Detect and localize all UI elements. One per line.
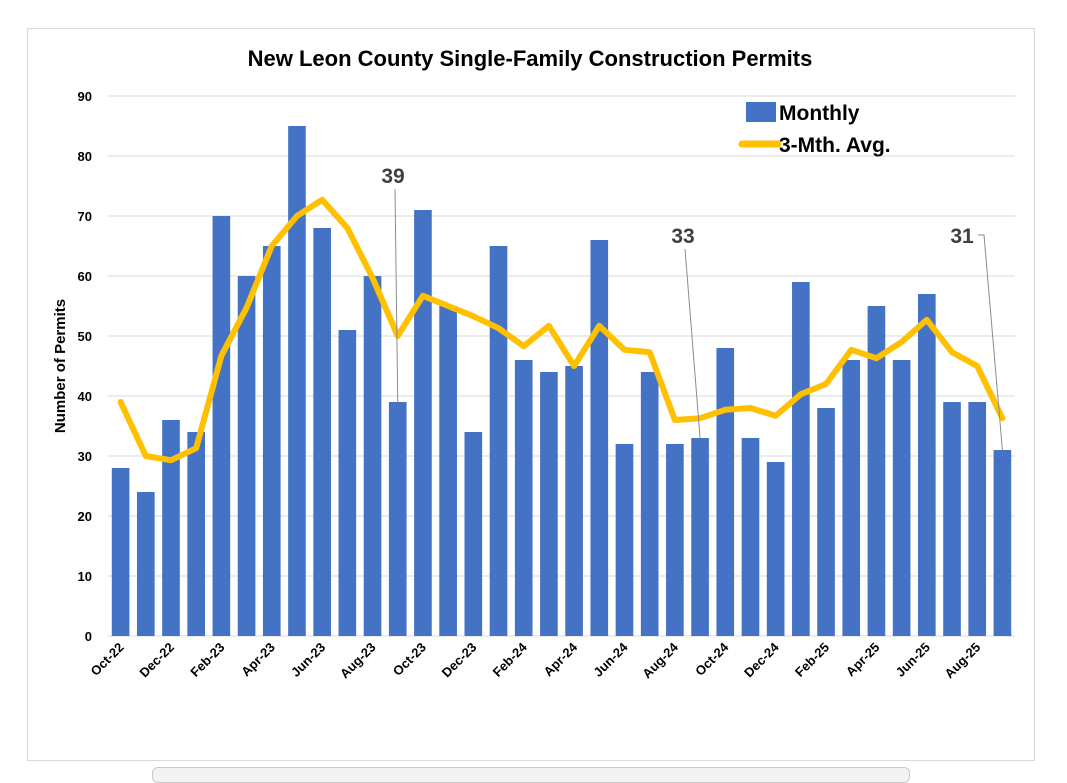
x-tick-label: Oct-23 — [390, 640, 429, 679]
bar-Feb-23 — [213, 216, 231, 636]
bar-Nov-23 — [439, 306, 457, 636]
annotation-leader — [685, 249, 700, 438]
y-tick-label: 0 — [85, 629, 92, 644]
y-tick-label: 10 — [78, 569, 92, 584]
x-tick-label: Dec-24 — [741, 639, 782, 680]
bar-May-24 — [590, 240, 608, 636]
bar-Feb-24 — [515, 360, 533, 636]
bar-Jan-24 — [490, 246, 508, 636]
bar-Sep-23 — [389, 402, 407, 636]
y-tick-label: 80 — [78, 149, 92, 164]
bar-Feb-25 — [817, 408, 835, 636]
bar-Mar-23 — [238, 276, 256, 636]
y-axis-label: Number of Permits — [52, 299, 69, 433]
bar-Sep-24 — [691, 438, 709, 636]
x-tick-label: Dec-23 — [439, 640, 480, 681]
annotation-label: 31 — [950, 225, 974, 248]
x-tick-label: Apr-24 — [540, 639, 580, 679]
y-tick-label: 30 — [78, 449, 92, 464]
bar-Jan-25 — [792, 282, 810, 636]
y-tick-label: 40 — [78, 389, 92, 404]
x-tick-label: Apr-25 — [843, 640, 883, 680]
bar-Jul-25 — [943, 402, 961, 636]
bar-Jun-23 — [313, 228, 331, 636]
y-tick-label: 90 — [78, 89, 92, 104]
annotation-label: 39 — [381, 165, 404, 188]
bar-Mar-25 — [842, 360, 860, 636]
bar-Nov-24 — [742, 438, 760, 636]
bar-Dec-23 — [465, 432, 483, 636]
bar-May-25 — [893, 360, 911, 636]
bar-Nov-22 — [137, 492, 155, 636]
bar-Jul-23 — [339, 330, 357, 636]
chart-title: New Leon County Single-Family Constructi… — [248, 46, 813, 71]
x-tick-label: Feb-24 — [490, 639, 531, 680]
legend: Monthly 3-Mth. Avg. — [742, 102, 891, 157]
legend-swatch-monthly — [746, 102, 776, 122]
annotation-label: 33 — [671, 225, 694, 248]
y-tick-label: 20 — [78, 509, 92, 524]
bar-Apr-23 — [263, 246, 281, 636]
x-tick-label: Feb-23 — [187, 640, 227, 680]
y-tick-label: 70 — [78, 209, 92, 224]
bar-Apr-24 — [565, 366, 583, 636]
x-tick-label: Aug-23 — [337, 640, 379, 682]
bar-Dec-24 — [767, 462, 785, 636]
x-tick-label: Oct-22 — [87, 640, 126, 679]
bar-Oct-22 — [112, 468, 130, 636]
annotation-leader — [395, 189, 398, 402]
horizontal-scrollbar[interactable] — [152, 767, 910, 783]
bar-Dec-22 — [162, 420, 180, 636]
legend-label-avg: 3-Mth. Avg. — [779, 134, 891, 157]
x-tick-label: Dec-22 — [136, 640, 177, 681]
bar-Aug-23 — [364, 276, 382, 636]
x-tick-label: Jun-25 — [893, 640, 933, 680]
bar-Oct-23 — [414, 210, 432, 636]
x-tick-label: Oct-24 — [692, 639, 732, 679]
bar-Jul-24 — [641, 372, 659, 636]
bar-Jun-25 — [918, 294, 936, 636]
bar-Aug-24 — [666, 444, 684, 636]
bar-Sep-25 — [994, 450, 1012, 636]
bar-Aug-25 — [968, 402, 986, 636]
x-tick-label: Apr-23 — [238, 640, 278, 680]
y-tick-label: 60 — [78, 269, 92, 284]
x-tick-label: Aug-25 — [942, 640, 984, 682]
y-tick-label: 50 — [78, 329, 92, 344]
x-tick-label: Aug-24 — [639, 639, 681, 681]
x-tick-label: Feb-25 — [792, 640, 832, 680]
x-tick-label: Jun-24 — [590, 639, 631, 680]
bar-Jan-23 — [187, 432, 205, 636]
bar-Oct-24 — [716, 348, 734, 636]
bar-May-23 — [288, 126, 306, 636]
x-tick-label: Jun-23 — [288, 640, 328, 680]
bar-Mar-24 — [540, 372, 558, 636]
legend-label-monthly: Monthly — [779, 102, 860, 125]
bar-Jun-24 — [616, 444, 634, 636]
